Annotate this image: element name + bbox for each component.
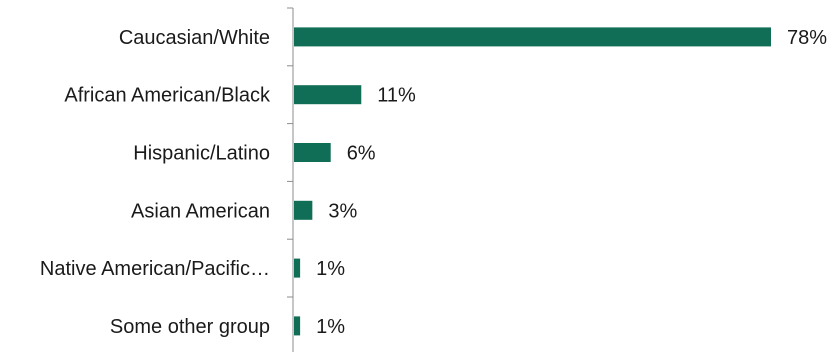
category-label: African American/Black xyxy=(64,85,271,107)
value-label: 1% xyxy=(316,316,345,338)
value-label: 1% xyxy=(316,258,345,280)
value-label: 11% xyxy=(377,85,416,107)
bar xyxy=(294,316,301,336)
bar xyxy=(294,85,362,105)
bar xyxy=(294,143,331,162)
category-label: Caucasian/White xyxy=(119,27,270,49)
value-label: 78% xyxy=(787,27,827,49)
bar xyxy=(294,200,313,220)
bars-group xyxy=(294,27,771,336)
category-label: Some other group xyxy=(110,316,270,338)
value-label: 3% xyxy=(328,200,357,222)
category-label: Native American/Pacific… xyxy=(40,258,270,280)
category-label: Hispanic/Latino xyxy=(133,143,270,165)
value-label: 6% xyxy=(347,143,376,165)
category-labels-group: Caucasian/White African American/Black His… xyxy=(40,27,271,338)
category-axis xyxy=(287,7,294,352)
bar xyxy=(294,258,301,278)
bar xyxy=(294,27,771,47)
category-label: Asian American xyxy=(131,200,270,222)
value-labels-group: 78% 11% 6% 3% 1% 1% xyxy=(316,27,827,338)
